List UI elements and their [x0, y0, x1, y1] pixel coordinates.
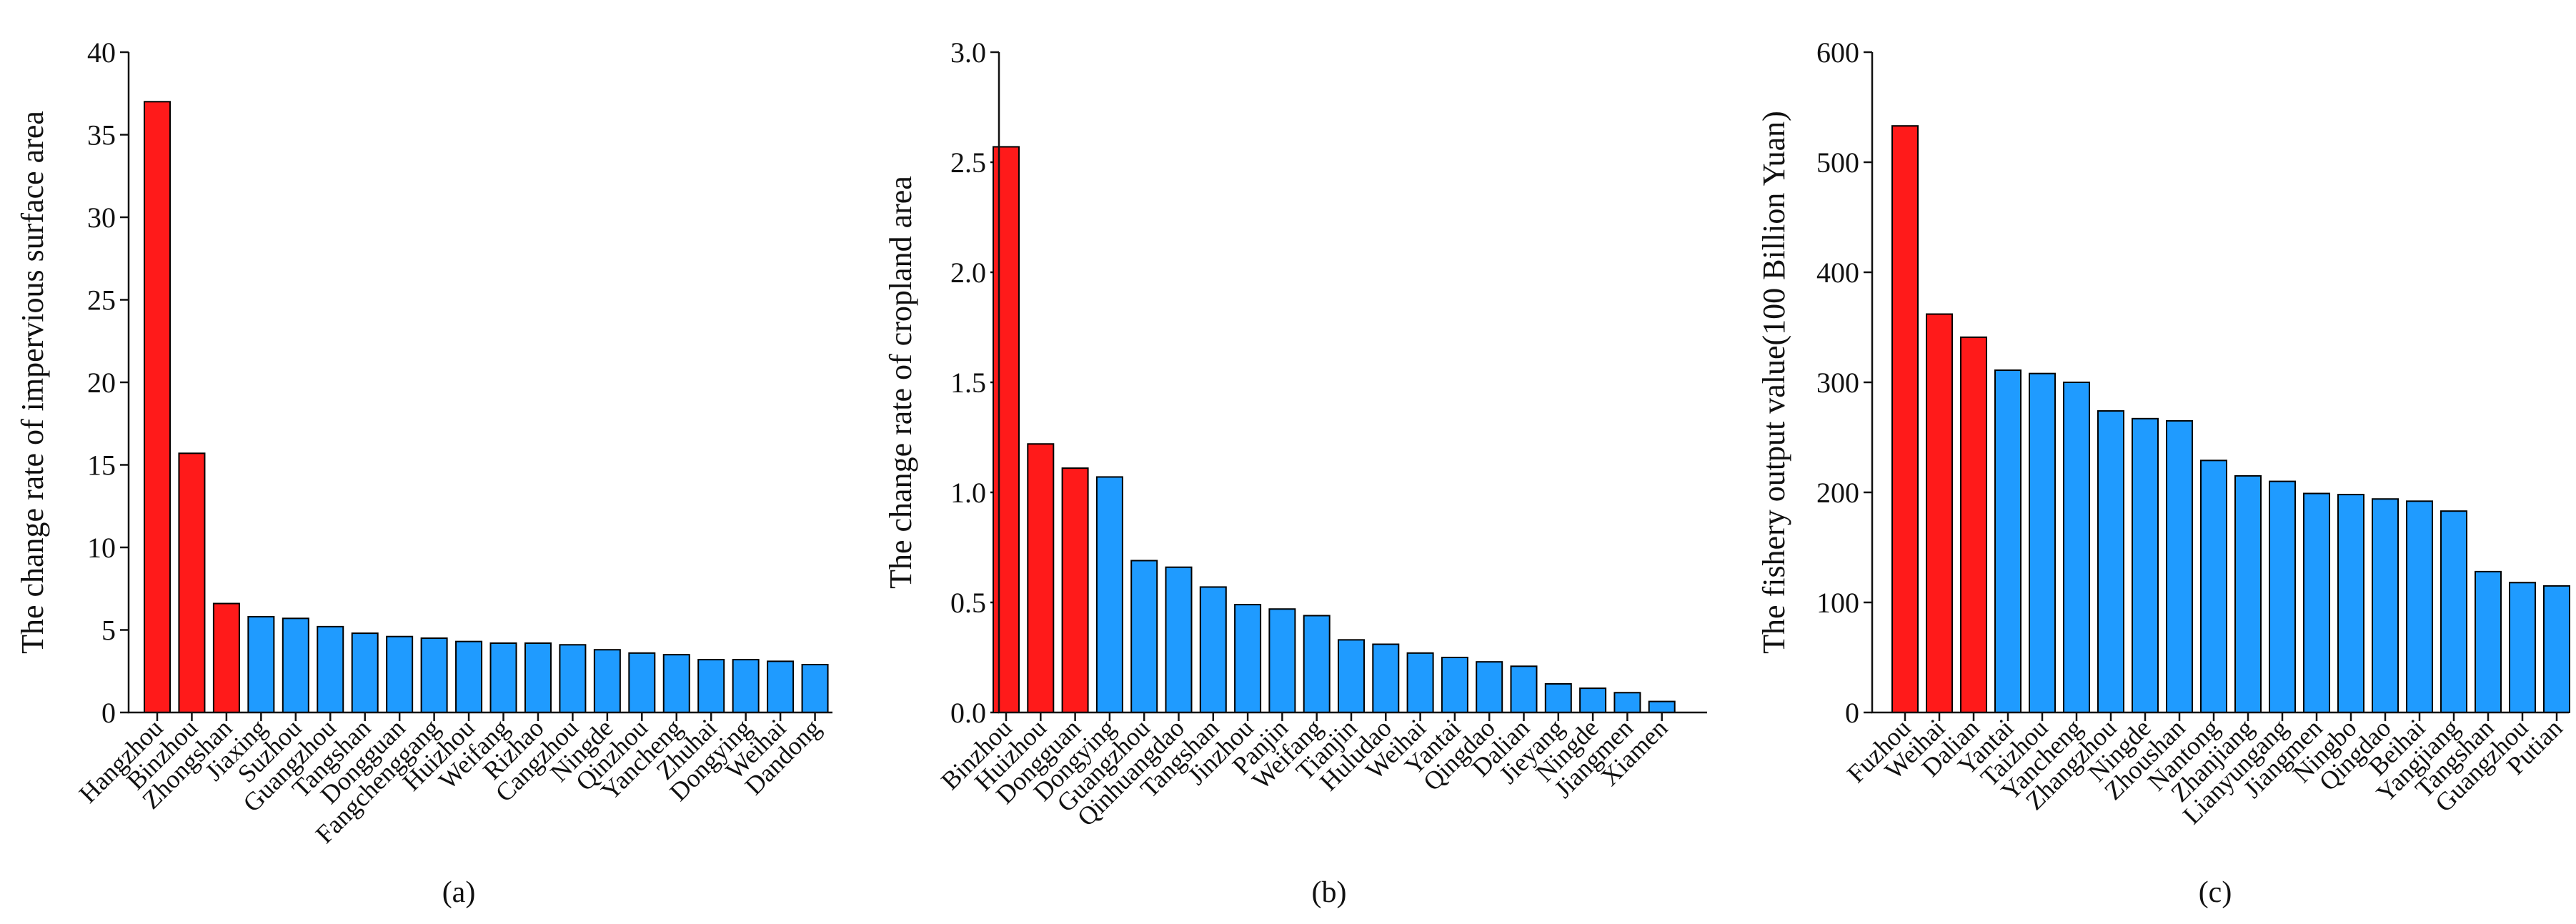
axes [127, 52, 832, 714]
y-tick-label: 10 [87, 532, 116, 564]
y-tick-label: 2.0 [950, 257, 986, 289]
bar-huizhou [455, 640, 483, 713]
bar-tianjin [1338, 639, 1365, 713]
y-tick-label: 0 [101, 697, 116, 729]
bar-huizhou [1027, 443, 1055, 713]
bar-ningde [593, 649, 621, 713]
y-tick-label: 600 [1816, 36, 1859, 69]
y-axis-label: The change rate of cropland area [883, 176, 918, 589]
y-tick-label: 35 [87, 119, 116, 151]
bar-hangzhou [144, 101, 171, 714]
bar-guangzhou [2509, 582, 2536, 714]
bar-qinhuangdao [1165, 566, 1193, 713]
y-tick-label: 3.0 [950, 36, 986, 69]
bar-zhanjiang [2234, 475, 2262, 714]
bar-zhuhai [697, 659, 725, 714]
bar-xiamen [1648, 700, 1676, 713]
axes [1871, 52, 2569, 714]
bar-jiangmen [1613, 692, 1641, 714]
bar-rizhao [524, 642, 552, 713]
y-tick-label: 2.5 [950, 146, 986, 179]
bar-yancheng [2063, 382, 2090, 713]
bar-dongying [732, 659, 760, 714]
bar-binzhou [993, 146, 1020, 713]
bar-tangshan [2475, 570, 2502, 713]
y-tick-label: 500 [1816, 146, 1859, 179]
bar-tangshan [1199, 586, 1227, 713]
y-tick-label: 0.0 [950, 697, 986, 729]
panel-label: (c) [2199, 876, 2232, 909]
bar-zhongshan [212, 602, 240, 713]
bar-fuzhou [1891, 125, 1919, 713]
bar-weifang [489, 642, 517, 713]
y-axis-label: The change rate of impervious surface ar… [15, 111, 50, 654]
bar-qingdao [1476, 661, 1503, 713]
panel-2: 0.00.51.01.52.02.53.0BinzhouHuizhouDongg… [883, 36, 1707, 909]
bar-suzhou [282, 617, 309, 714]
y-tick-label: 1.5 [950, 367, 986, 399]
bar-yantai [1441, 657, 1468, 713]
bar-dalian [1510, 665, 1538, 714]
y-tick-label: 40 [87, 36, 116, 69]
bar-binzhou [178, 452, 206, 714]
bar-jiaxing [247, 616, 275, 714]
bar-nantong [2200, 459, 2227, 714]
bar-tangshan [351, 632, 379, 713]
bar-dongying [1095, 476, 1123, 713]
bar-dandong [801, 664, 829, 714]
y-tick-label: 100 [1816, 587, 1859, 619]
y-tick-label: 1.0 [950, 477, 986, 509]
y-tick-label: 400 [1816, 257, 1859, 289]
y-tick-label: 25 [87, 284, 116, 317]
bar-yangjiang [2440, 510, 2467, 713]
y-tick-label: 200 [1816, 477, 1859, 509]
bar-yantai [1994, 369, 2021, 713]
axes [998, 52, 1707, 714]
bar-jiangmen [2303, 492, 2330, 713]
bar-ningde [2132, 417, 2159, 713]
bar-guangzhou [1130, 560, 1158, 713]
bar-putian [2543, 585, 2570, 714]
bar-beihai [2406, 500, 2433, 713]
bar-weifang [1303, 615, 1331, 713]
bar-ningde [1579, 687, 1607, 713]
panel-label: (a) [442, 876, 476, 909]
y-tick-label: 0.5 [950, 587, 986, 619]
y-tick-label: 300 [1816, 367, 1859, 399]
bar-guangzhou [317, 625, 344, 714]
bar-lianyungang [2269, 480, 2296, 713]
bar-ningbo [2337, 494, 2364, 714]
y-tick-label: 0 [1845, 697, 1859, 729]
panel-3: 0100200300400500600FuzhouWeihaiDalianYan… [1756, 36, 2570, 909]
bar-zhoushan [2166, 419, 2193, 714]
bar-jinzhou [1234, 604, 1262, 714]
bar-weihai [1926, 313, 1953, 713]
bar-cangzhou [559, 644, 587, 713]
bar-weihai [1406, 652, 1434, 714]
panel-1: 0510152025303540HangzhouBinzhouZhongshan… [15, 36, 832, 909]
bar-dongguan [1061, 467, 1089, 713]
bar-qinzhou [628, 652, 656, 714]
y-tick-label: 30 [87, 202, 116, 234]
bar-huludao [1372, 643, 1400, 714]
y-tick-label: 15 [87, 449, 116, 482]
bar-jieyang [1544, 682, 1572, 714]
y-tick-label: 20 [87, 367, 116, 399]
y-axis-label: The fishery output value(100 Billion Yua… [1756, 111, 1791, 654]
bar-fangchenggang [420, 637, 448, 713]
panel-label: (b) [1312, 876, 1347, 909]
bar-dalian [1960, 336, 1987, 713]
bar-taizhou [2029, 372, 2056, 713]
bar-qingdao [2372, 498, 2399, 713]
bar-yancheng [662, 654, 690, 714]
bar-panjin [1268, 608, 1296, 713]
bar-zhangzhou [2097, 410, 2124, 713]
bar-weihai [767, 660, 795, 714]
y-tick-label: 5 [101, 615, 116, 647]
bar-dongguan [386, 635, 414, 713]
